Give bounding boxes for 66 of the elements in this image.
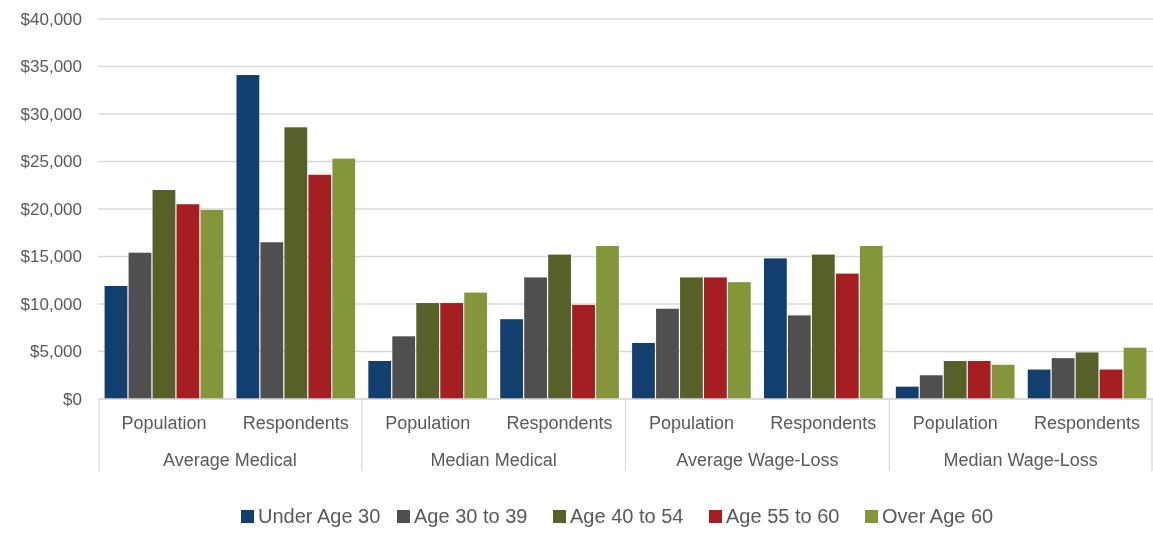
x-tick-label: Respondents — [242, 413, 349, 433]
bar — [919, 375, 943, 399]
bar — [835, 273, 859, 399]
bar — [308, 174, 332, 399]
bar — [811, 254, 835, 399]
legend-label: Over Age 60 — [882, 505, 994, 527]
bar — [284, 127, 308, 399]
bar — [967, 361, 991, 399]
bar — [524, 277, 547, 399]
bar — [392, 336, 416, 399]
bar — [416, 303, 440, 399]
bar — [548, 254, 571, 399]
y-tick-label: $40,000 — [20, 9, 82, 29]
text: Median Medical — [430, 450, 557, 470]
bar — [464, 292, 488, 399]
bar — [104, 285, 128, 399]
legend-label: Under Age 30 — [258, 505, 381, 527]
y-tick-label: $15,000 — [20, 247, 82, 267]
legend-label: Age 55 to 60 — [726, 505, 840, 527]
bar — [368, 361, 392, 399]
bar — [632, 342, 655, 399]
bar — [1099, 369, 1123, 399]
bar — [260, 242, 284, 399]
text: Median Wage-Loss — [943, 450, 1098, 470]
bar — [236, 75, 260, 399]
bar — [1123, 347, 1147, 399]
x-tick-label: Respondents — [1034, 413, 1141, 433]
x-tick-label: Respondents — [770, 413, 877, 433]
y-tick-label: $5,000 — [30, 342, 82, 362]
y-tick-label: $0 — [63, 389, 82, 409]
x-tick-label: Respondents — [506, 413, 613, 433]
bar — [763, 258, 787, 399]
y-tick-label: $20,000 — [20, 199, 82, 219]
bar — [704, 277, 727, 399]
bar — [728, 282, 751, 399]
legend-label: Age 40 to 54 — [570, 505, 684, 527]
y-tick-label: $25,000 — [20, 152, 82, 172]
bar — [859, 246, 883, 399]
bar — [572, 304, 595, 399]
x-tick-label: Population — [648, 413, 734, 433]
bar — [943, 361, 967, 399]
bar — [128, 252, 152, 399]
y-tick-label: $35,000 — [20, 57, 82, 77]
bar — [176, 204, 200, 399]
x-tick-label: Population — [385, 413, 471, 433]
x-tick-label: Population — [121, 413, 207, 433]
bar — [440, 303, 464, 399]
bar — [680, 277, 703, 399]
bar — [1051, 358, 1075, 399]
x-tick-label: Population — [912, 413, 998, 433]
bar — [1027, 369, 1051, 399]
bar — [895, 386, 919, 399]
bar — [152, 190, 176, 399]
bar — [596, 246, 619, 399]
bar — [787, 315, 811, 399]
text: Average Wage-Loss — [676, 450, 839, 470]
bar — [656, 308, 679, 399]
bar — [500, 319, 523, 399]
bar — [332, 158, 356, 399]
y-tick-label: $30,000 — [20, 104, 82, 124]
text: Average Medical — [163, 450, 297, 470]
legend-label: Age 30 to 39 — [414, 505, 528, 527]
bar — [1075, 352, 1099, 399]
bar — [991, 364, 1015, 399]
bar — [200, 209, 224, 399]
y-tick-label: $10,000 — [20, 294, 82, 314]
